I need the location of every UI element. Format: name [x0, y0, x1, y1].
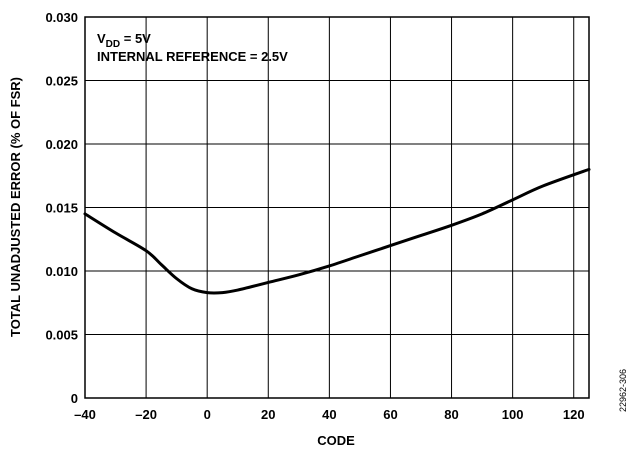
- x-tick-label: –20: [135, 407, 157, 422]
- x-axis-label: CODE: [317, 433, 355, 448]
- x-tick-label: 80: [444, 407, 458, 422]
- x-tick-label: –40: [74, 407, 96, 422]
- y-axis-label: TOTAL UNADJUSTED ERROR (% OF FSR): [8, 77, 23, 337]
- figure-code: 22962-306: [618, 369, 628, 412]
- y-tick-label: 0.010: [45, 264, 78, 279]
- annotation-reference: INTERNAL REFERENCE = 2.5V: [97, 49, 288, 64]
- annotation-vdd: VDD = 5V: [97, 31, 151, 50]
- y-tick-label: 0.025: [45, 74, 78, 89]
- y-tick-labels: 0 0.005 0.010 0.015 0.020 0.025 0.030: [45, 10, 78, 406]
- x-tick-label: 120: [563, 407, 585, 422]
- y-tick-label: 0.005: [45, 328, 78, 343]
- y-tick-label: 0.015: [45, 201, 78, 216]
- x-tick-label: 100: [502, 407, 524, 422]
- x-tick-label: 0: [204, 407, 211, 422]
- x-tick-label: 60: [383, 407, 397, 422]
- y-tick-label: 0: [71, 391, 78, 406]
- series-line: [83, 167, 591, 295]
- y-tick-label: 0.030: [45, 10, 78, 25]
- x-tick-label: 20: [261, 407, 275, 422]
- x-tick-labels: –40 –20 0 20 40 60 80 100 120: [74, 407, 584, 422]
- y-tick-label: 0.020: [45, 137, 78, 152]
- plot-frame: [84, 16, 590, 399]
- x-tick-label: 40: [322, 407, 336, 422]
- grid: [84, 16, 589, 399]
